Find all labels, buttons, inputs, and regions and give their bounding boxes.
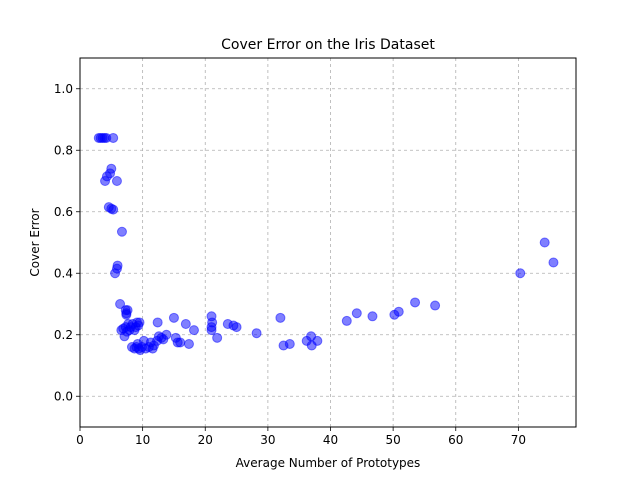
data-point [108, 132, 119, 143]
data-point [106, 163, 117, 174]
data-point [168, 312, 179, 323]
x-tick-label: 60 [448, 433, 463, 447]
data-point [206, 325, 217, 336]
data-points [93, 132, 559, 356]
y-axis-ticks: 0.0 0.2 0.4 0.6 0.8 1.0 [54, 82, 80, 403]
x-tick-label: 10 [135, 433, 150, 447]
data-point [108, 204, 119, 215]
y-tick-label: 0.4 [54, 266, 73, 280]
data-point [410, 297, 421, 308]
data-point [312, 335, 323, 346]
plot-frame [79, 57, 577, 428]
x-axis-ticks: 0 10 20 30 40 50 60 70 [76, 427, 526, 447]
data-point [231, 322, 242, 333]
x-tick-label: 0 [76, 433, 84, 447]
data-point [134, 317, 145, 328]
data-point [284, 338, 295, 349]
y-axis-label: Cover Error [28, 208, 42, 276]
data-point [188, 325, 199, 336]
data-point [393, 306, 404, 317]
data-point [116, 226, 127, 237]
x-tick-label: 70 [511, 433, 526, 447]
y-tick-label: 1.0 [54, 82, 73, 96]
x-tick-label: 40 [323, 433, 338, 447]
y-tick-label: 0.2 [54, 328, 73, 342]
y-tick-label: 0.0 [54, 389, 73, 403]
data-point [111, 176, 122, 186]
data-point [161, 329, 172, 340]
y-tick-label: 0.6 [54, 205, 73, 219]
data-point [430, 300, 441, 311]
data-point [341, 315, 352, 326]
data-point [212, 332, 223, 343]
data-point [180, 318, 191, 329]
chart-title: Cover Error on the Iris Dataset [221, 37, 435, 53]
grid-lines [79, 58, 576, 427]
data-point [251, 328, 262, 339]
data-point [275, 312, 286, 323]
x-tick-label: 20 [198, 433, 213, 447]
data-point [175, 337, 186, 348]
x-tick-label: 30 [260, 433, 275, 447]
data-point [539, 237, 550, 248]
data-point [112, 260, 123, 271]
data-point [115, 299, 126, 309]
data-point [515, 268, 526, 279]
data-point [548, 257, 559, 268]
x-axis-label: Average Number of Prototypes [236, 456, 421, 470]
data-point [351, 308, 362, 319]
y-tick-label: 0.8 [54, 143, 73, 157]
data-point [121, 309, 132, 320]
data-point [183, 338, 194, 349]
x-tick-label: 50 [385, 433, 400, 447]
data-point [367, 311, 378, 322]
data-point [152, 317, 163, 328]
